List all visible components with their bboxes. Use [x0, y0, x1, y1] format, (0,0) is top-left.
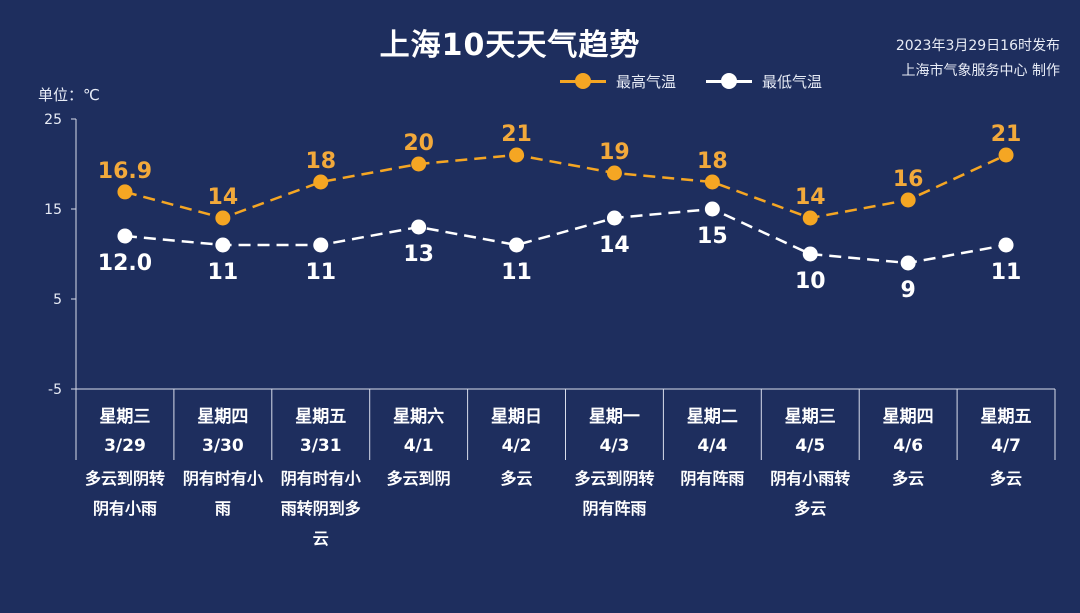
data-label-high: 21: [501, 122, 532, 147]
data-label-low: 11: [305, 260, 336, 285]
data-point-high: [704, 174, 720, 190]
legend-low[interactable]: 最低气温: [706, 71, 822, 92]
data-label-high: 14: [208, 185, 239, 210]
day-weather: 雨: [215, 499, 231, 518]
day-weather: 阴有小雨: [93, 499, 157, 518]
day-weather: 阴有时有小: [281, 469, 361, 488]
day-weekday: 星期一: [589, 407, 640, 427]
y-tick-label: 15: [44, 202, 62, 218]
day-date: 3/29: [104, 436, 146, 456]
day-weather: 雨转阴到多: [281, 499, 361, 518]
data-point-high: [509, 147, 525, 163]
data-point-low: [998, 237, 1014, 253]
day-weekday: 星期三: [785, 407, 836, 427]
data-label-high: 16.9: [98, 159, 152, 184]
legend-low-label: 最低气温: [762, 72, 823, 91]
data-label-high: 18: [305, 149, 336, 174]
data-label-high: 20: [403, 131, 434, 156]
chart-title: 上海10天天气趋势: [379, 28, 641, 63]
day-date: 3/30: [202, 436, 244, 456]
day-weather: 多云到阴转: [574, 469, 654, 488]
data-point-low: [509, 237, 525, 253]
legend-high[interactable]: 最高气温: [560, 71, 676, 92]
data-label-low: 15: [697, 224, 728, 249]
data-label-high: 19: [599, 140, 630, 165]
day-weekday: 星期二: [687, 407, 738, 427]
y-tick-label: 25: [44, 112, 62, 128]
day-weather: 多云: [501, 469, 533, 488]
data-point-high: [215, 210, 231, 226]
day-weather: 阴有小雨转: [770, 469, 850, 488]
data-label-low: 9: [900, 278, 915, 303]
data-point-low: [704, 201, 720, 217]
data-label-high: 21: [991, 122, 1022, 147]
data-point-high: [802, 210, 818, 226]
day-date: 4/4: [697, 436, 727, 456]
day-weekday: 星期六: [393, 406, 444, 427]
data-label-low: 11: [208, 260, 239, 285]
series-line-high: [124, 153, 1007, 220]
data-point-high: [606, 165, 622, 181]
data-label-low: 13: [403, 242, 434, 267]
day-weekday: 星期五: [981, 407, 1032, 427]
day-weather: 阴有阵雨: [582, 499, 646, 518]
day-weather: 多云到阴转: [85, 469, 165, 488]
data-point-high: [900, 192, 916, 208]
day-date: 4/6: [893, 436, 923, 456]
day-date: 4/2: [502, 436, 532, 456]
data-label-low: 12.0: [98, 251, 152, 276]
publisher: 上海市气象服务中心 制作: [901, 63, 1060, 79]
data-label-low: 11: [501, 260, 532, 285]
data-point-low: [313, 237, 329, 253]
data-point-high: [411, 156, 427, 172]
data-label-low: 14: [599, 233, 630, 258]
legend: 最高气温 最低气温: [560, 70, 852, 92]
legend-high-label: 最高气温: [616, 72, 677, 91]
y-tick-label: 5: [53, 292, 62, 308]
publish-info: 2023年3月29日16时发布 上海市气象服务中心 制作: [896, 34, 1060, 84]
legend-low-marker: [706, 71, 753, 91]
day-weather: 多云: [892, 469, 924, 488]
day-weekday: 星期五: [295, 407, 346, 427]
day-weather: 多云: [990, 469, 1022, 488]
day-weekday: 星期四: [883, 407, 934, 427]
unit-label: 单位：℃: [38, 86, 100, 104]
data-point-low: [117, 228, 133, 244]
y-tick-label: -5: [48, 382, 62, 398]
data-label-high: 16: [893, 167, 924, 192]
publish-time: 2023年3月29日16时发布: [895, 38, 1060, 54]
day-weather: 云: [313, 529, 329, 548]
day-date: 4/1: [404, 436, 434, 456]
day-weather: 多云: [794, 499, 826, 518]
day-weekday: 星期日: [491, 407, 542, 427]
legend-high-marker: [560, 71, 606, 91]
day-weather: 阴有阵雨: [680, 469, 744, 488]
data-point-low: [900, 255, 916, 271]
data-label-high: 14: [795, 185, 826, 210]
day-weekday: 星期三: [99, 407, 150, 427]
day-weather: 多云到阴: [387, 469, 451, 488]
data-label-high: 18: [697, 149, 728, 174]
data-point-low: [215, 237, 231, 253]
data-point-low: [606, 210, 622, 226]
day-weather: 阴有时有小: [183, 469, 263, 488]
day-date: 3/31: [300, 436, 342, 456]
data-point-low: [411, 219, 427, 235]
data-point-high: [117, 184, 133, 200]
day-date: 4/7: [991, 436, 1021, 456]
day-weekday: 星期四: [197, 407, 248, 427]
day-date: 4/3: [600, 436, 630, 456]
data-point-high: [998, 147, 1014, 163]
data-label-low: 11: [991, 260, 1022, 285]
series-line-low: [124, 207, 1007, 265]
data-point-low: [802, 246, 818, 262]
data-point-high: [313, 174, 329, 190]
data-label-low: 10: [795, 269, 826, 294]
day-date: 4/5: [795, 436, 825, 456]
